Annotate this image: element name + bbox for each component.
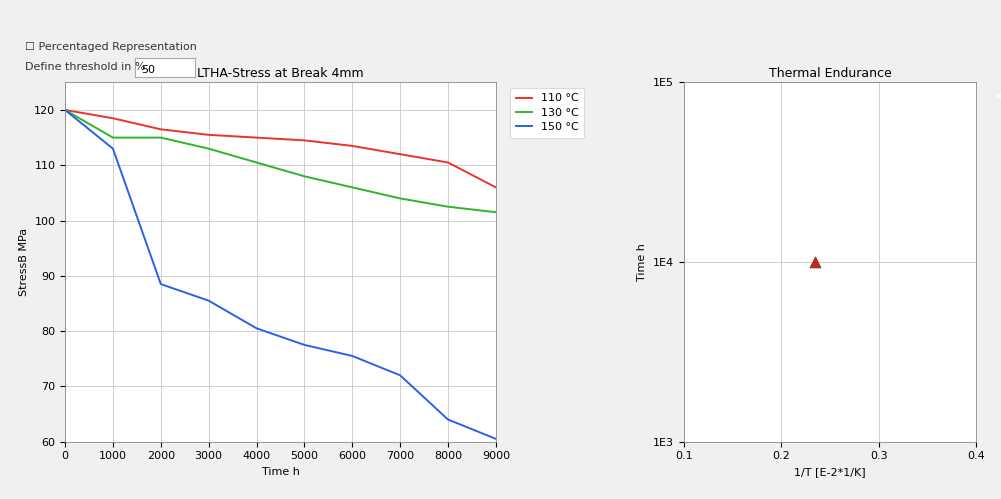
150 °C bbox=[394, 372, 406, 378]
Line: 110 °C: 110 °C bbox=[65, 110, 495, 187]
Text: ☐ Percentaged Representation: ☐ Percentaged Representation bbox=[25, 42, 197, 52]
130 °C bbox=[394, 196, 406, 202]
110 °C bbox=[298, 137, 310, 143]
110 °C bbox=[59, 107, 71, 113]
110 °C bbox=[250, 135, 262, 141]
Text: 50: 50 bbox=[141, 65, 155, 75]
130 °C bbox=[59, 107, 71, 113]
X-axis label: Time h: Time h bbox=[261, 467, 299, 477]
Point bbox=[807, 258, 823, 266]
130 °C bbox=[489, 209, 502, 215]
Title: LTHA-Stress at Break 4mm: LTHA-Stress at Break 4mm bbox=[197, 67, 363, 80]
Y-axis label: StressB MPa: StressB MPa bbox=[19, 228, 29, 296]
Text: Define threshold in %:: Define threshold in %: bbox=[25, 62, 149, 72]
Y-axis label: Time h: Time h bbox=[638, 243, 648, 281]
150 °C bbox=[59, 107, 71, 113]
130 °C bbox=[202, 146, 214, 152]
130 °C bbox=[298, 173, 310, 179]
150 °C bbox=[489, 436, 502, 442]
110 °C bbox=[107, 115, 119, 121]
130 °C bbox=[442, 204, 454, 210]
130 °C bbox=[155, 135, 167, 141]
110 °C bbox=[442, 160, 454, 166]
150 °C bbox=[202, 298, 214, 304]
110 °C bbox=[202, 132, 214, 138]
150 °C bbox=[298, 342, 310, 348]
Line: 130 °C: 130 °C bbox=[65, 110, 495, 212]
130 °C bbox=[107, 135, 119, 141]
Title: Thermal Endurance: Thermal Endurance bbox=[769, 67, 891, 80]
110 °C bbox=[394, 151, 406, 157]
Line: 150 °C: 150 °C bbox=[65, 110, 495, 439]
150 °C bbox=[346, 353, 358, 359]
X-axis label: 1/T [E-2*1/K]: 1/T [E-2*1/K] bbox=[794, 467, 866, 477]
150 °C bbox=[107, 146, 119, 152]
150 °C bbox=[442, 417, 454, 423]
110 °C bbox=[155, 126, 167, 132]
Legend: 110 °C, 130 °C, 150 °C: 110 °C, 130 °C, 150 °C bbox=[510, 88, 585, 138]
Legend: 60 MP..: 60 MP.. bbox=[993, 88, 1001, 107]
110 °C bbox=[489, 184, 502, 190]
110 °C bbox=[346, 143, 358, 149]
130 °C bbox=[250, 160, 262, 166]
130 °C bbox=[346, 184, 358, 190]
150 °C bbox=[250, 325, 262, 331]
150 °C bbox=[155, 281, 167, 287]
